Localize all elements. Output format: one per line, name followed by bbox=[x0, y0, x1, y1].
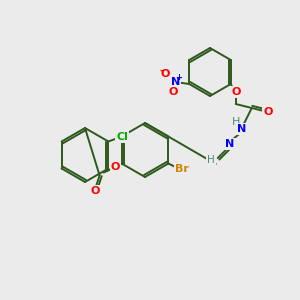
Text: O: O bbox=[231, 87, 241, 97]
Text: H: H bbox=[232, 117, 240, 127]
Text: Cl: Cl bbox=[116, 131, 128, 142]
Text: H: H bbox=[207, 155, 215, 165]
Text: Br: Br bbox=[176, 164, 189, 175]
Text: O: O bbox=[111, 161, 120, 172]
Text: O: O bbox=[160, 69, 170, 79]
Text: O: O bbox=[91, 187, 100, 196]
Text: N: N bbox=[237, 124, 246, 134]
Text: N: N bbox=[225, 139, 234, 149]
Text: N: N bbox=[171, 77, 180, 87]
Text: O: O bbox=[263, 107, 272, 117]
Text: -: - bbox=[159, 66, 164, 76]
Text: O: O bbox=[169, 87, 178, 97]
Text: +: + bbox=[175, 73, 182, 82]
